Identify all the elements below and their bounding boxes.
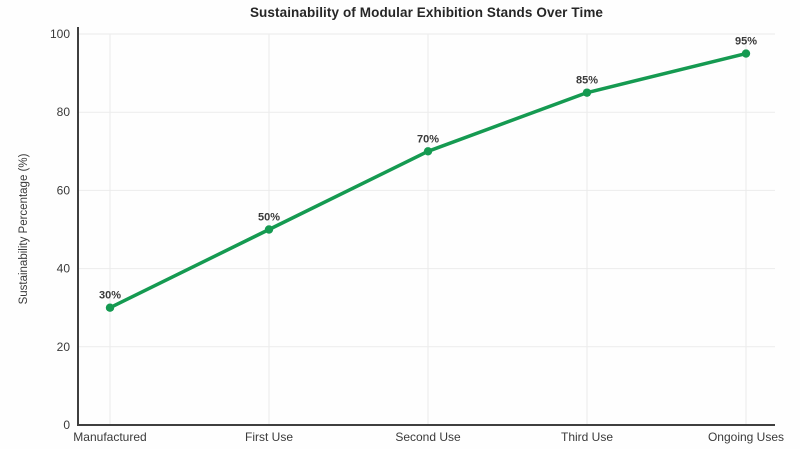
y-tick-label: 0 [63, 418, 70, 432]
y-tick-label: 40 [57, 262, 71, 276]
x-tick-label: Manufactured [73, 430, 146, 444]
y-tick-label: 60 [57, 183, 71, 197]
x-tick-label: Second Use [395, 430, 461, 444]
data-point-label: 85% [576, 75, 598, 87]
data-point-marker [582, 88, 592, 97]
data-point-marker [105, 303, 115, 312]
chart-title: Sustainability of Modular Exhibition Sta… [249, 5, 604, 20]
data-point-marker [264, 225, 274, 234]
x-tick-label: Ongoing Uses [708, 430, 784, 444]
data-point-marker [423, 147, 433, 156]
data-point-label: 95% [735, 36, 757, 48]
data-point-label: 50% [258, 212, 280, 224]
data-point-label: 70% [417, 133, 439, 145]
data-point-label: 30% [99, 290, 121, 302]
x-tick-label: Third Use [561, 430, 613, 444]
y-tick-label: 80 [57, 105, 71, 119]
y-tick-label: 100 [50, 27, 70, 41]
x-tick-label: First Use [245, 430, 293, 444]
data-point-marker [741, 49, 751, 58]
y-tick-label: 20 [57, 340, 71, 354]
